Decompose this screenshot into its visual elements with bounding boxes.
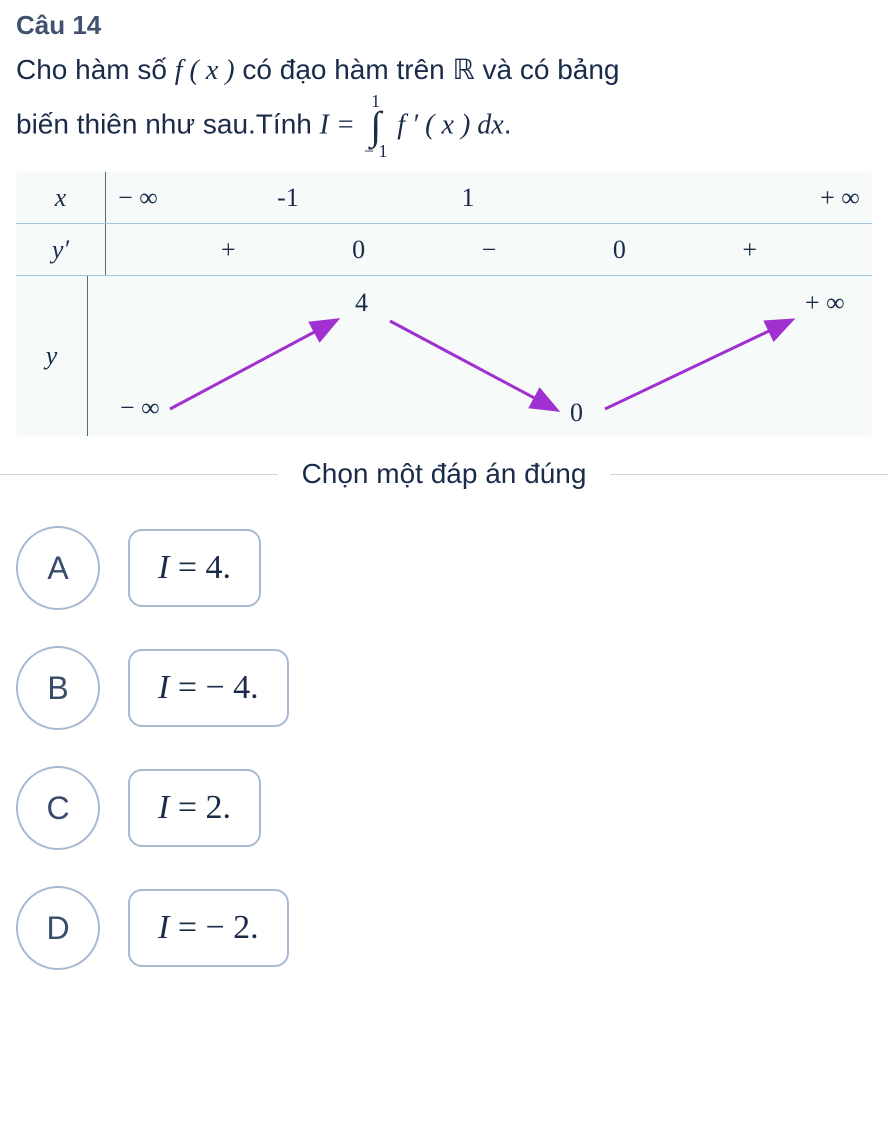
vt-yp-4: + xyxy=(639,235,860,265)
variation-row-y: y − ∞ 4 0 + ∞ xyxy=(16,276,872,436)
math-fx: f ( x ) xyxy=(175,55,235,86)
divider-left xyxy=(0,474,278,475)
prompt-text-3: và có bảng xyxy=(482,54,619,85)
arrow-up-1 xyxy=(170,321,335,409)
vt-x-3: + ∞ xyxy=(820,183,860,213)
option-c-box[interactable]: I = 2. xyxy=(128,769,261,847)
option-d-row: D I = − 2. xyxy=(16,886,872,970)
option-d-circle[interactable]: D xyxy=(16,886,100,970)
integral-symbol: ∫ xyxy=(364,110,388,142)
vt-x-2: 1 xyxy=(448,183,488,213)
integrand-x: x xyxy=(491,109,503,140)
divider-right xyxy=(610,474,888,475)
option-d-text: I = − 2. xyxy=(158,909,259,946)
vt-yp-1: 0 xyxy=(339,235,379,265)
option-c-circle[interactable]: C xyxy=(16,766,100,850)
vt-yp-2: − xyxy=(379,235,600,265)
vt-y-end: + ∞ xyxy=(805,288,845,317)
choose-one-label: Chọn một đáp án đúng xyxy=(278,458,611,490)
option-d-box[interactable]: I = − 2. xyxy=(128,889,289,967)
variation-row-x: x − ∞ -1 1 + ∞ xyxy=(16,172,872,224)
vt-yp-0: + xyxy=(118,235,339,265)
prompt-text-4: biến thiên như sau.Tính xyxy=(16,108,320,139)
variation-arrows-svg: − ∞ 4 0 + ∞ xyxy=(100,281,860,431)
integrand: f ′ ( x ) d xyxy=(397,109,491,140)
options-list: A I = 4. B I = − 4. C I = 2. D I = − 2. xyxy=(16,526,872,970)
choose-one-row: Chọn một đáp án đúng xyxy=(0,458,888,490)
option-a-box[interactable]: I = 4. xyxy=(128,529,261,607)
variation-y-label: y xyxy=(16,276,88,436)
prompt-text-1: Cho hàm số xyxy=(16,54,175,85)
arrow-down xyxy=(390,321,555,409)
prompt-text-2: có đạo hàm trên xyxy=(242,54,452,85)
vt-y-valley: 0 xyxy=(570,398,583,427)
vt-x-1: -1 xyxy=(268,183,308,213)
option-b-circle[interactable]: B xyxy=(16,646,100,730)
vt-x-0: − ∞ xyxy=(118,183,158,213)
integral-lower: − 1 xyxy=(364,142,388,160)
vt-y-peak: 4 xyxy=(355,288,368,317)
option-a-row: A I = 4. xyxy=(16,526,872,610)
option-a-text: I = 4. xyxy=(158,549,231,586)
prompt-dot: . xyxy=(504,108,512,139)
vt-y-start: − ∞ xyxy=(120,393,160,422)
option-a-circle[interactable]: A xyxy=(16,526,100,610)
variation-table: x − ∞ -1 1 + ∞ y′ + 0 − 0 + y xyxy=(16,172,872,436)
question-prompt: Cho hàm số f ( x ) có đạo hàm trên ℝ và … xyxy=(16,49,872,160)
integral: 1 ∫ − 1 xyxy=(364,92,388,160)
variation-yp-label: y′ xyxy=(16,224,106,275)
arrow-up-2 xyxy=(605,321,790,409)
vt-yp-3: 0 xyxy=(599,235,639,265)
option-b-row: B I = − 4. xyxy=(16,646,872,730)
option-c-text: I = 2. xyxy=(158,789,231,826)
option-b-box[interactable]: I = − 4. xyxy=(128,649,289,727)
math-I-eq: I = xyxy=(320,109,362,140)
option-b-text: I = − 4. xyxy=(158,669,259,706)
option-c-row: C I = 2. xyxy=(16,766,872,850)
variation-x-label: x xyxy=(16,172,106,223)
question-number: Câu 14 xyxy=(16,10,872,41)
math-real: ℝ xyxy=(453,55,475,86)
variation-row-yprime: y′ + 0 − 0 + xyxy=(16,224,872,276)
